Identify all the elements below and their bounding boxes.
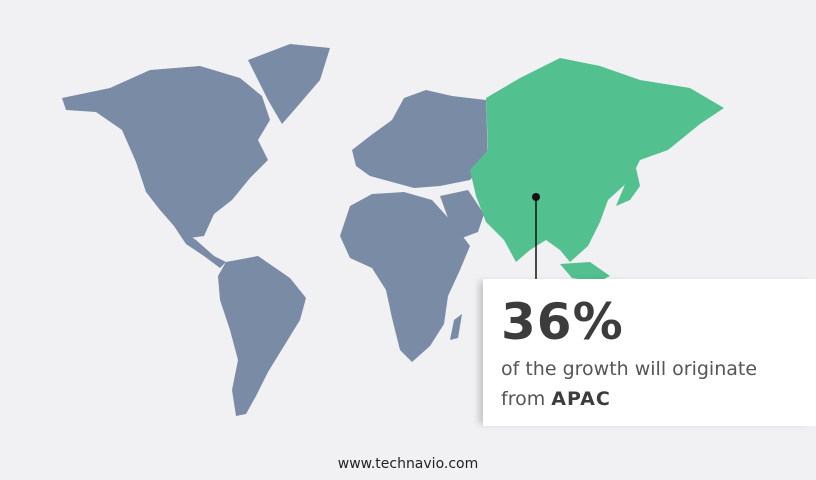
south-america xyxy=(218,256,306,416)
europe xyxy=(352,90,488,188)
growth-percentage: 36% xyxy=(501,293,624,351)
greenland xyxy=(248,44,330,124)
callout-description: of the growth will originate from APAC xyxy=(501,354,757,414)
north-america xyxy=(62,66,270,238)
africa xyxy=(340,192,470,362)
southeast-asia-islands xyxy=(560,262,610,282)
stat-callout: 36% of the growth will originate from AP… xyxy=(483,279,816,426)
middle-east xyxy=(440,190,484,238)
japan xyxy=(616,168,640,206)
callout-from: from xyxy=(501,388,546,410)
madagascar xyxy=(450,314,462,340)
callout-region: APAC xyxy=(551,388,611,410)
central-america xyxy=(174,226,226,268)
website-footer: www.technavio.com xyxy=(337,456,479,472)
callout-text: of the growth will originate xyxy=(501,358,758,380)
apac-asia xyxy=(470,58,724,262)
marker-dot xyxy=(532,193,540,201)
